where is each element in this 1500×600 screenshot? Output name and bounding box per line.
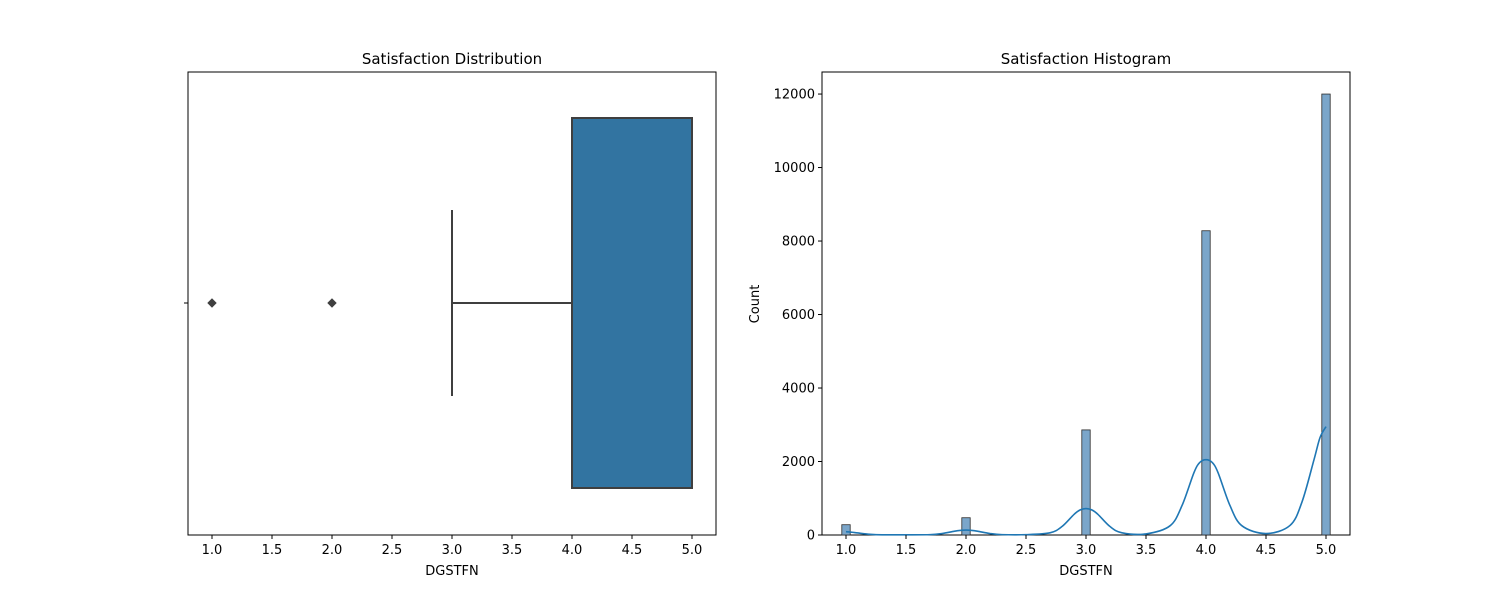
histogram-y-tick-label: 8000	[782, 235, 815, 250]
box-plot-x-tick-label: 5.0	[682, 543, 703, 558]
box-plot-x-tick-label: 3.5	[502, 543, 523, 558]
box-plot-x-tick-label: 1.0	[202, 543, 223, 558]
box-outlier-point	[207, 298, 217, 308]
box-plot-x-tick-label: 4.0	[562, 543, 583, 558]
histogram-x-tick-label: 1.0	[836, 543, 857, 558]
histogram-bars	[841, 93, 1331, 536]
histogram-x-tick-label: 2.5	[1016, 543, 1037, 558]
histogram-kde-line	[845, 426, 1327, 536]
box-plot-x-tick-label: 4.5	[622, 543, 643, 558]
histogram-x-tick-label: 3.0	[1076, 543, 1097, 558]
histogram-y-axis-label: Count	[748, 285, 763, 324]
histogram-x-tick-label: 3.5	[1136, 543, 1157, 558]
histogram-x-tick-label: 4.0	[1196, 543, 1217, 558]
histogram-bar	[1081, 429, 1091, 536]
histogram-title: Satisfaction Histogram	[1001, 50, 1172, 68]
histogram-bar	[1201, 230, 1211, 536]
box-plot-x-tick-label: 3.0	[442, 543, 463, 558]
histogram-y-tick-label: 6000	[782, 308, 815, 323]
histogram-x-tick-label: 1.5	[896, 543, 917, 558]
histogram-y-tick-label: 0	[807, 529, 815, 544]
histogram-y-tick-label: 2000	[782, 455, 815, 470]
histogram-y-tick-label: 10000	[774, 161, 815, 176]
box-plot-marks	[207, 117, 693, 489]
box-plot-x-tick-label: 2.0	[322, 543, 343, 558]
histogram-x-tick-label: 2.0	[956, 543, 977, 558]
histogram-y-ticks: 0 2000 4000 6000 8000 10000 12000	[774, 88, 822, 544]
histogram-bar	[1321, 93, 1331, 536]
box-plot-title: Satisfaction Distribution	[362, 50, 542, 68]
histogram-y-tick-label: 4000	[782, 382, 815, 397]
histogram-bar	[841, 524, 851, 536]
histogram-panel: Satisfaction Histogram 1.0 1.5 2.0 2.5 3.0 3.…	[748, 50, 1351, 579]
histogram-bar	[961, 517, 971, 536]
histogram-x-axis-label: DGSTFN	[1059, 564, 1112, 579]
box-outlier-point	[327, 298, 337, 308]
box-plot-x-tick-label: 1.5	[262, 543, 283, 558]
box-plot-x-tick-label: 2.5	[382, 543, 403, 558]
histogram-y-tick-label: 12000	[774, 88, 815, 103]
box-plot-x-ticks: 1.0 1.5 2.0 2.5 3.0 3.5 4.0 4.5 5.0	[202, 535, 703, 558]
box-plot-x-axis-label: DGSTFN	[425, 564, 478, 579]
histogram-x-tick-label: 4.5	[1256, 543, 1277, 558]
histogram-x-tick-label: 5.0	[1316, 543, 1337, 558]
histogram-x-ticks: 1.0 1.5 2.0 2.5 3.0 3.5 4.0 4.5 5.0	[836, 535, 1337, 558]
box-plot-panel: Satisfaction Distribution 1.0 1.5 2.0 2.5 3.…	[184, 50, 717, 579]
box-iqr-rect	[571, 117, 693, 489]
